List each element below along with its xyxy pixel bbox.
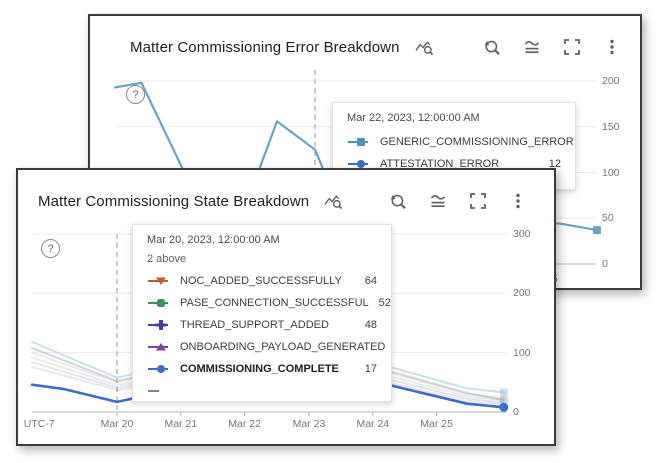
y-tick-label: 200 bbox=[513, 287, 531, 300]
x-tick-label: UTC-7 bbox=[23, 418, 55, 430]
fullscreen-button[interactable] bbox=[561, 37, 582, 58]
x-tick-label: Mar 23 bbox=[292, 418, 326, 430]
chart-title: Matter Commissioning State Breakdown bbox=[38, 192, 310, 210]
tooltip-date: Mar 20, 2023, 12:00:00 AM bbox=[147, 234, 280, 246]
card-header: Matter Commissioning State Breakdown bbox=[18, 170, 554, 216]
tooltip-overflow-note: 2 above bbox=[147, 253, 187, 265]
state-breakdown-card: 300 200 100 0 UTC-7 Mar 20 Mar 21 Mar 22 Mar 23… bbox=[16, 168, 556, 446]
series-name: THREAD_SUPPORT_ADDED bbox=[180, 319, 329, 331]
more-options-button[interactable] bbox=[507, 191, 528, 212]
help-badge[interactable]: ? bbox=[126, 85, 145, 104]
tooltip-rows: NOC_ADDED_SUCCESSFULLY 64 PASE_CONNECTION_… bbox=[147, 270, 391, 401]
explore-chart-icon[interactable] bbox=[323, 192, 344, 211]
series-name: PASE_CONNECTION_SUCCESSFUL bbox=[180, 297, 369, 309]
series-name: NOC_ADDED_SUCCESSFULLY bbox=[180, 275, 342, 287]
smooth-lines-button[interactable] bbox=[427, 191, 448, 212]
chart-title: Matter Commissioning Error Breakdown bbox=[130, 38, 400, 56]
series-value: 48 bbox=[364, 319, 377, 331]
series-value: 44 bbox=[385, 341, 391, 353]
series-value: 52 bbox=[378, 297, 391, 309]
x-tick-label: Mar 25 bbox=[420, 418, 453, 430]
tooltip-series-row: COMMISSIONING_COMPLETE 17 bbox=[147, 358, 377, 380]
tooltip-rows: GENERIC_COMMISSIONING_ERROR125ATTESTATIO… bbox=[347, 131, 574, 175]
y-tick-label: 0 bbox=[602, 258, 608, 270]
series-name: GENERIC_COMMISSIONING_ERROR bbox=[380, 136, 574, 148]
series-name: ONBOARDING_PAYLOAD_GENERATED bbox=[180, 341, 386, 353]
series-value: 17 bbox=[364, 363, 377, 375]
series-value: 12 bbox=[548, 158, 561, 170]
y-tick-label: 200 bbox=[602, 75, 620, 87]
tooltip-series-row: THREAD_SUPPORT_ADDED 48 bbox=[147, 314, 377, 336]
explore-chart-icon[interactable] bbox=[414, 38, 435, 57]
x-tick-label: Mar 21 bbox=[164, 418, 198, 430]
series-name: ATTESTATION_ERROR bbox=[380, 158, 500, 170]
series-value: 64 bbox=[364, 275, 377, 287]
card-header: Matter Commissioning Error Breakdown bbox=[90, 16, 640, 62]
tooltip-series-row: ONBOARDING_PAYLOAD_GENERATED44 bbox=[147, 336, 385, 358]
more-options-button[interactable] bbox=[601, 37, 622, 58]
tooltip-series-row: PASE_CONNECTION_SUCCESSFUL 52 bbox=[147, 292, 391, 314]
x-tick-label: Mar 20 bbox=[100, 418, 134, 430]
y-tick-label: 300 bbox=[513, 228, 531, 240]
x-tick-label: Mar 24 bbox=[356, 418, 390, 430]
y-tick-label: 100 bbox=[513, 346, 531, 359]
y-tick-label: 100 bbox=[602, 166, 620, 179]
tooltip-series-row: NOC_ADDED_SUCCESSFULLY 64 bbox=[147, 270, 377, 292]
series-name: COMMISSIONING_COMPLETE bbox=[180, 363, 339, 375]
tooltip-series-row: GENERIC_COMMISSIONING_ERROR125 bbox=[347, 131, 574, 153]
zoom-reset-button[interactable] bbox=[481, 37, 502, 58]
y-tick-label: 0 bbox=[513, 406, 519, 418]
y-tick-label: 150 bbox=[602, 120, 620, 133]
y-tick-label: 50 bbox=[602, 212, 614, 225]
zoom-reset-button[interactable] bbox=[387, 191, 408, 212]
fullscreen-button[interactable] bbox=[467, 191, 488, 212]
state-chart-tooltip: Mar 20, 2023, 12:00:00 AM 2 above NOC_AD… bbox=[132, 224, 392, 402]
help-badge[interactable]: ? bbox=[41, 239, 60, 258]
tooltip-series-row bbox=[147, 380, 377, 401]
x-tick-label: Mar 22 bbox=[228, 418, 261, 430]
tooltip-series-row: ATTESTATION_ERROR 12 bbox=[347, 153, 561, 175]
smooth-lines-button[interactable] bbox=[521, 37, 542, 58]
series-value: 125 bbox=[574, 136, 575, 148]
tooltip-date: Mar 22, 2023, 12:00:00 AM bbox=[347, 112, 480, 124]
